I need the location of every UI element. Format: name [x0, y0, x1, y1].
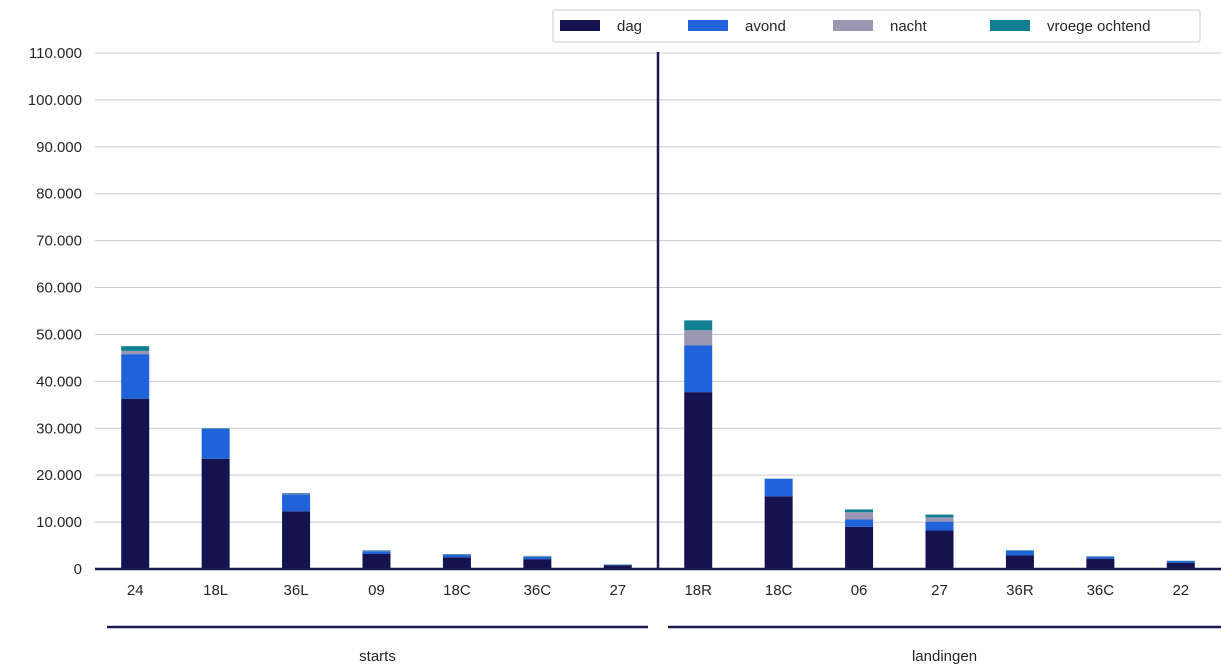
bar-segment-dag: [1086, 558, 1115, 569]
legend-swatch: [990, 20, 1030, 31]
x-tick-label: 18L: [203, 582, 228, 599]
bar-segment-vroege-ochtend: [603, 564, 632, 566]
bar-segment-dag: [1005, 555, 1034, 569]
bar-segment-avond: [925, 521, 954, 531]
bar-segment-dag: [925, 530, 954, 569]
legend-box: [552, 9, 1201, 43]
bar-segment-nacht: [121, 350, 150, 355]
y-tick-label: 20.000: [36, 467, 82, 484]
bar-segment-vroege-ochtend: [201, 428, 230, 429]
x-tick-label: 36C: [1087, 582, 1115, 599]
bar-segment-nacht: [362, 550, 391, 552]
bar-segment-avond: [442, 554, 471, 558]
x-tick-label: 18C: [765, 582, 793, 599]
legend-swatch: [833, 20, 873, 31]
bar-segment-avond: [845, 519, 874, 527]
bar-segment-avond: [121, 354, 150, 399]
bar-segment-vroege-ochtend: [523, 555, 552, 557]
bar-segment-avond: [523, 556, 552, 560]
legend-swatch: [688, 20, 728, 31]
bar-segment-vroege-ochtend: [442, 553, 471, 555]
x-tick-label: 18C: [443, 582, 471, 599]
y-tick-label: 60.000: [36, 280, 82, 297]
bar-segment-nacht: [442, 554, 471, 555]
bar-segment-dag: [442, 557, 471, 569]
bar-segment-dag: [201, 458, 230, 569]
bar-segment-avond: [1086, 556, 1115, 559]
y-tick-label: 110.000: [29, 45, 82, 62]
bar-segment-avond: [201, 428, 230, 459]
bar-segment-nacht: [684, 330, 713, 346]
legend-label: vroege ochtend: [1047, 18, 1150, 35]
legend-label: avond: [745, 18, 786, 35]
bar-segment-avond: [282, 494, 311, 512]
bar-segment-dag: [845, 526, 874, 569]
bar-segment-avond: [764, 478, 793, 497]
y-tick-label: 10.000: [36, 514, 82, 531]
x-tick-label: 27: [609, 582, 626, 599]
bar-segment-vroege-ochtend: [764, 478, 793, 480]
legend-label: dag: [617, 18, 642, 35]
x-tick-label: 18R: [684, 582, 712, 599]
bar-segment-vroege-ochtend: [684, 320, 713, 331]
bar-segment-avond: [1005, 550, 1034, 556]
bar-segment-dag: [684, 392, 713, 569]
axes: 0 10.000 20.000 30.000 40.000 50.000 60.000 70.…: [28, 45, 1221, 665]
x-tick-label: 27: [931, 582, 948, 599]
bar-segment-avond: [362, 551, 391, 554]
group-label: starts: [359, 648, 396, 665]
bar-segment-dag: [764, 496, 793, 569]
bar-segment-vroege-ochtend: [121, 346, 150, 351]
y-tick-label: 70.000: [36, 233, 82, 250]
bar-segment-vroege-ochtend: [282, 493, 311, 494]
x-tick-label: 09: [368, 582, 385, 599]
legend-swatch: [560, 20, 600, 31]
legend-label: nacht: [890, 18, 928, 35]
bar-segment-nacht: [523, 556, 552, 557]
bar-segment-nacht: [282, 493, 311, 495]
bar-segment-avond: [684, 345, 713, 393]
bar-segment-vroege-ochtend: [1005, 550, 1034, 551]
bar-segment-dag: [362, 553, 391, 569]
y-tick-label: 80.000: [36, 186, 82, 203]
x-tick-label: 36L: [284, 582, 309, 599]
bar-segment-vroege-ochtend: [362, 550, 391, 551]
x-tick-label: 06: [851, 582, 868, 599]
x-tick-label: 36R: [1006, 582, 1034, 599]
bar-segment-vroege-ochtend: [925, 514, 954, 518]
bar-segment-avond: [1166, 561, 1195, 563]
y-tick-label: 100.000: [28, 92, 82, 109]
x-tick-label: 22: [1172, 582, 1189, 599]
y-tick-label: 0: [74, 561, 82, 578]
bars: [121, 320, 1195, 569]
bar-segment-nacht: [845, 512, 874, 520]
bar-segment-dag: [121, 398, 150, 569]
bar-segment-dag: [1166, 562, 1195, 569]
bar-segment-vroege-ochtend: [1086, 556, 1115, 557]
bar-segment-dag: [603, 565, 632, 569]
group-label: landingen: [912, 648, 977, 665]
bar-segment-vroege-ochtend: [845, 509, 874, 513]
bar-segment-dag: [282, 511, 311, 569]
y-tick-label: 30.000: [36, 420, 82, 437]
y-tick-label: 90.000: [36, 139, 82, 156]
x-tick-label: 24: [127, 582, 144, 599]
bar-segment-vroege-ochtend: [1166, 560, 1195, 562]
y-tick-label: 50.000: [36, 326, 82, 343]
bar-segment-dag: [523, 559, 552, 569]
x-tick-label: 36C: [524, 582, 552, 599]
y-tick-label: 40.000: [36, 373, 82, 390]
legend: dag avond nacht vroege ochtend: [552, 9, 1201, 43]
bar-segment-nacht: [925, 517, 954, 522]
